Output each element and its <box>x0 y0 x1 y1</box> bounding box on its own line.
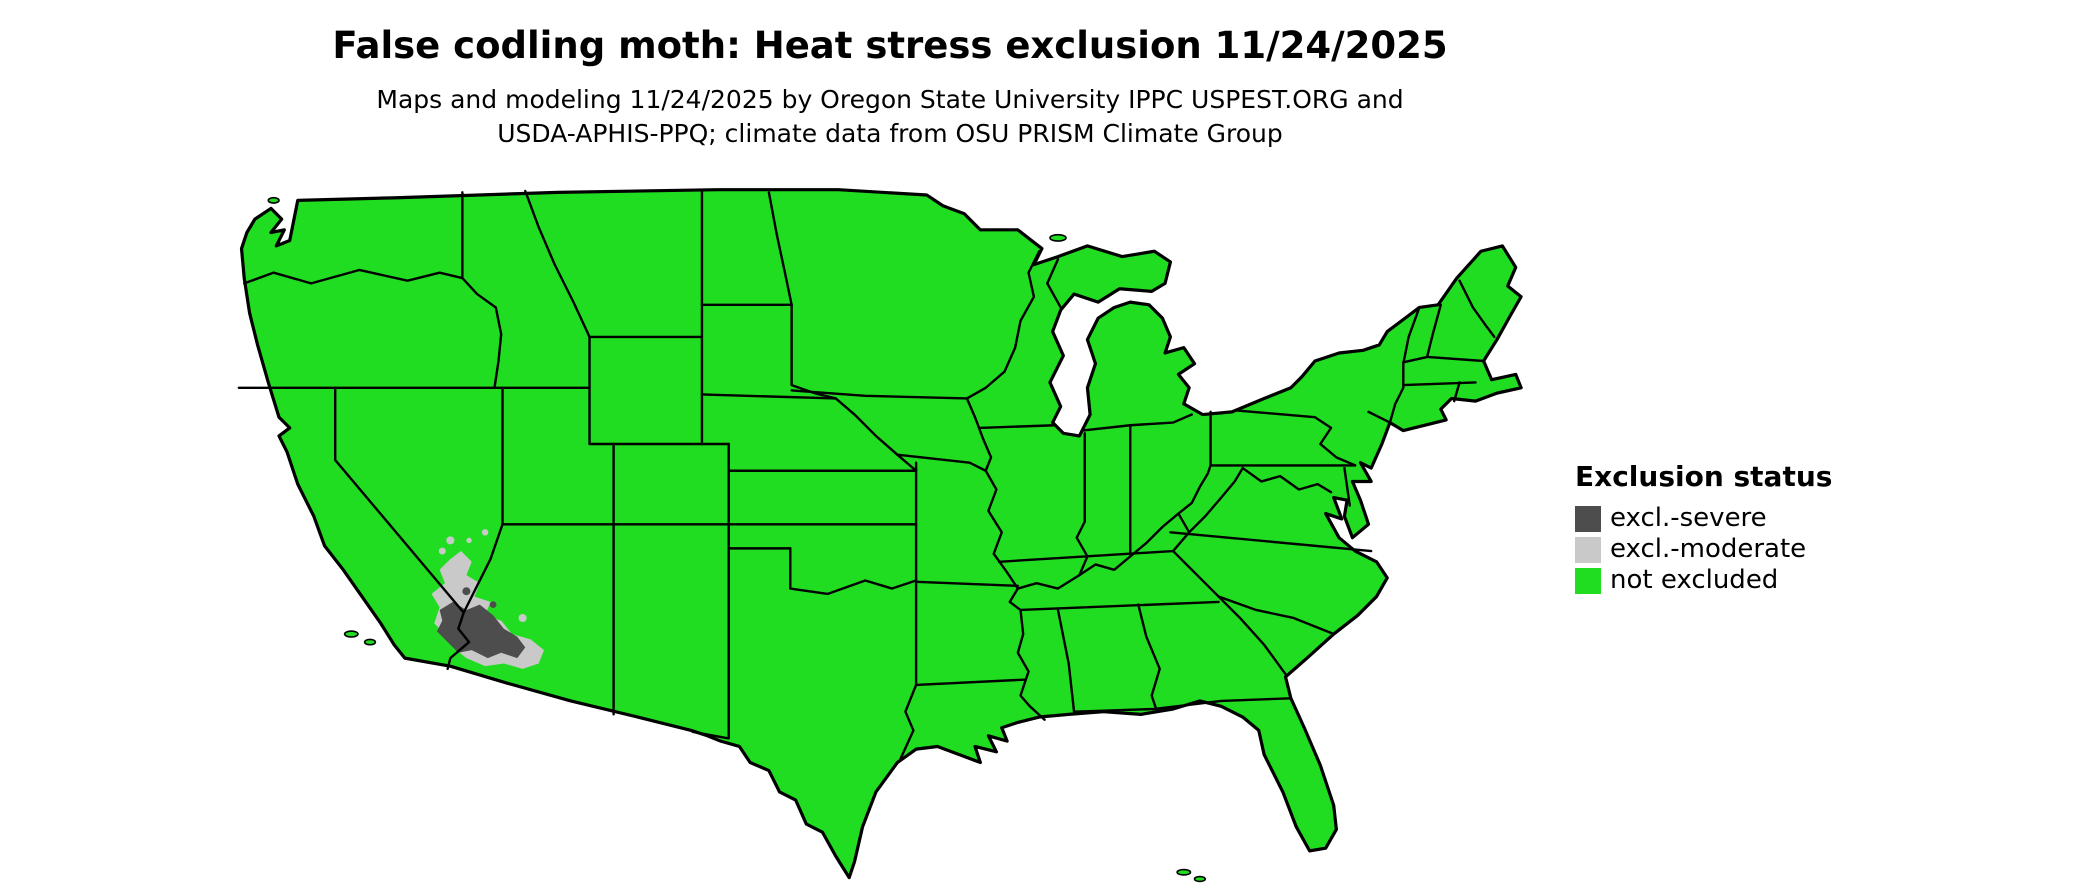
isle-royale <box>1049 233 1067 242</box>
border-mo-ar <box>914 580 1020 588</box>
border-ks-mo-ar-west <box>898 461 918 762</box>
border-ct-ri <box>1452 381 1461 403</box>
border-nj-ny <box>1367 410 1392 424</box>
san-juan-island <box>267 196 280 204</box>
border-md-de <box>1343 466 1351 507</box>
border-tx-ok-red-river <box>789 547 918 596</box>
severe-swatch-icon <box>1575 505 1601 532</box>
us-map <box>236 187 1540 883</box>
border-sd-mn <box>790 303 838 400</box>
border-wa-or <box>242 268 464 285</box>
border-tn-nc <box>1171 549 1220 598</box>
border-co-nm-east <box>691 442 730 740</box>
map-subtitle-line2: USDA-APHIS-PPQ; climate data from OSU PR… <box>497 119 1283 148</box>
border-va-nc <box>1169 531 1373 553</box>
border-mn-ia <box>790 389 969 400</box>
coastal-islands <box>267 196 1207 883</box>
map-subtitle-line1: Maps and modeling 11/24/2025 by Oregon S… <box>376 85 1404 114</box>
border-tn-south <box>1019 600 1220 612</box>
exclusion-severe-region <box>436 587 526 659</box>
border-mi-south <box>1080 413 1194 432</box>
map-header: False codling moth: Heat stress exclusio… <box>0 24 1780 151</box>
border-nd-mn <box>767 191 793 306</box>
border-vt-nh <box>1426 303 1442 357</box>
border-wi-mi-up <box>1046 258 1062 309</box>
not-excluded-swatch-icon <box>1575 567 1601 594</box>
map-title: False codling moth: Heat stress exclusio… <box>332 24 1448 67</box>
border-ma-south <box>1402 381 1477 387</box>
map-subtitle: Maps and modeling 11/24/2025 by Oregon S… <box>0 83 1780 151</box>
state-borders <box>237 189 1496 762</box>
border-nv-az <box>462 523 504 614</box>
border-or-id <box>461 276 503 389</box>
border-ar-la <box>914 678 1028 687</box>
legend-label-severe: excl.-severe <box>1610 503 1767 533</box>
border-va-ky-wv <box>1171 466 1244 553</box>
border-ny-vt-ma-ct <box>1388 306 1421 424</box>
legend-label-moderate: excl.-moderate <box>1610 534 1807 564</box>
border-ky-tn <box>997 549 1175 563</box>
legend-item-moderate: excl.-moderate <box>1575 534 1832 565</box>
border-ga-sc <box>1217 595 1287 676</box>
border-wi-il <box>977 424 1057 430</box>
channel-island-2 <box>363 638 377 646</box>
moderate-swatch-icon <box>1575 536 1601 563</box>
florida-key-1 <box>1176 868 1192 876</box>
conus-landmass <box>239 188 1523 880</box>
border-potomac <box>1241 466 1333 494</box>
us-map-svg <box>237 188 1523 883</box>
border-il-in <box>1075 432 1089 577</box>
florida-key-2 <box>1193 875 1207 883</box>
border-ma-north <box>1402 355 1485 364</box>
border-al-ga <box>1137 603 1161 713</box>
border-id-mt <box>524 189 591 339</box>
legend-title: Exclusion status <box>1575 460 1833 493</box>
legend: Exclusion status excl.-severe excl.-mode… <box>1575 460 1832 596</box>
border-wv-ky <box>1177 512 1191 534</box>
legend-item-not-excluded: not excluded <box>1575 565 1832 596</box>
border-ohio-river <box>1016 464 1212 590</box>
legend-label-not-excluded: not excluded <box>1610 565 1779 595</box>
legend-item-severe: excl.-severe <box>1575 503 1832 534</box>
channel-island-1 <box>343 630 359 638</box>
border-fl-north <box>1072 697 1293 713</box>
border-mississippi-river <box>965 250 1046 721</box>
border-nh-me <box>1458 279 1496 339</box>
border-nc-sc <box>1217 595 1335 636</box>
border-ms-al <box>1056 608 1076 713</box>
border-ia-mo <box>896 453 987 472</box>
border-sd-ne <box>700 393 918 472</box>
border-pa-ny-nj <box>1236 409 1357 467</box>
